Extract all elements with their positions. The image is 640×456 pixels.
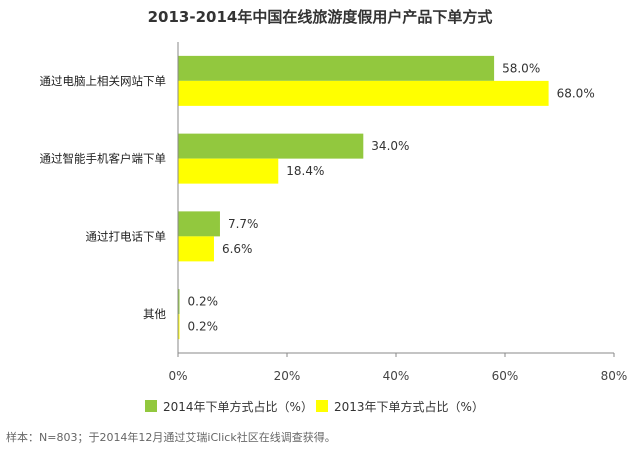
legend-swatch	[145, 400, 157, 412]
bar	[178, 289, 180, 315]
x-tick-label: 0%	[168, 369, 187, 383]
data-label: 18.4%	[286, 164, 324, 178]
bar	[178, 80, 549, 106]
data-label: 0.2%	[188, 320, 219, 334]
chart-title: 2013-2014年中国在线旅游度假用户产品下单方式	[148, 8, 493, 26]
bar	[178, 133, 364, 159]
x-tick-label: 20%	[274, 369, 301, 383]
source-note: 样本：N=803；于2014年12月通过艾瑞iClick社区在线调查获得。	[6, 430, 336, 444]
legend-swatch	[316, 400, 328, 412]
category-label: 通过电脑上相关网站下单	[40, 74, 167, 88]
bar	[178, 211, 220, 237]
data-label: 58.0%	[502, 61, 540, 75]
plot-area: 58.0% 68.0% 通过电脑上相关网站下单 34.0% 18.4% 通过智能手机客户端…	[40, 42, 628, 383]
legend: 2014年下单方式占比（%） 2013年下单方式占比（%）	[145, 399, 484, 414]
bar	[178, 236, 214, 262]
bar	[178, 55, 495, 81]
category-label: 通过智能手机客户端下单	[40, 152, 167, 166]
bar	[178, 314, 180, 340]
legend-label: 2013年下单方式占比（%）	[334, 399, 484, 414]
data-label: 0.2%	[188, 295, 219, 309]
data-label: 6.6%	[222, 242, 253, 256]
data-label: 7.7%	[228, 217, 259, 231]
data-label: 34.0%	[371, 139, 409, 153]
x-tick-label: 80%	[601, 369, 628, 383]
data-label: 68.0%	[557, 86, 595, 100]
x-tick-label: 40%	[383, 369, 410, 383]
category-label: 通过打电话下单	[86, 229, 167, 243]
category-label: 其他	[143, 307, 166, 321]
legend-label: 2014年下单方式占比（%）	[163, 399, 313, 414]
bar	[178, 158, 279, 184]
x-tick-label: 60%	[492, 369, 519, 383]
